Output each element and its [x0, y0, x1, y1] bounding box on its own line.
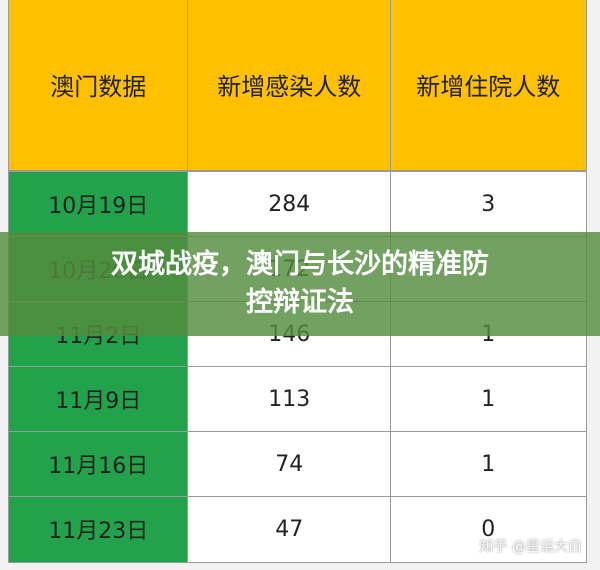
table-cell: 新增住院人数: [390, 0, 587, 171]
table-cell: 74: [187, 431, 392, 498]
banner-line: 双城战疫，澳门与长沙的精准防: [111, 249, 489, 280]
table-cell: 0: [390, 496, 587, 563]
table-cell: 284: [187, 171, 392, 238]
table-cell: 澳门数据: [8, 0, 189, 171]
banner: 双城战疫，澳门与长沙的精准防 控辩证法: [0, 232, 600, 336]
table-cell: 10月19日: [8, 171, 189, 238]
table-cell: 1: [390, 366, 587, 433]
table-cell: 新增感染人数: [187, 0, 392, 171]
table-cell: 11月23日: [8, 496, 189, 563]
banner-line: 控辩证法: [246, 287, 354, 318]
table-cell: 11月9日: [8, 366, 189, 433]
table-cell: 3: [390, 171, 587, 238]
table-cell: 1: [390, 431, 587, 498]
table-cell: 11月16日: [8, 431, 189, 498]
watermark: 知乎 @星话大白: [479, 539, 582, 555]
table-cell: 113: [187, 366, 392, 433]
table-cell: 47: [187, 496, 392, 563]
